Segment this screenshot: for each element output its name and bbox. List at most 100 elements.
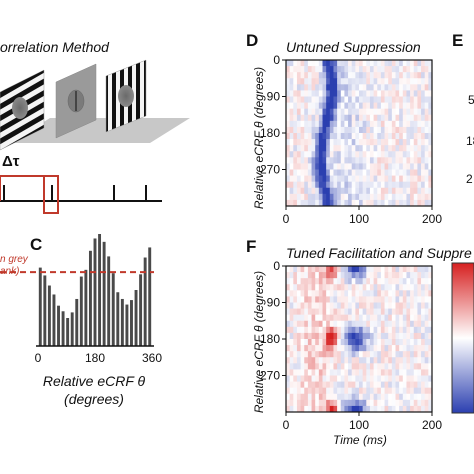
heatmap-cell	[326, 399, 331, 407]
heatmap-cell	[391, 90, 396, 97]
heatmap-cell	[348, 157, 353, 164]
heatmap-cell	[362, 326, 367, 334]
heatmap-cell	[373, 375, 378, 382]
heatmap-cell	[300, 278, 305, 285]
heatmap-cell	[289, 199, 294, 207]
heatmap-cell	[348, 339, 353, 346]
heatmap-cell	[322, 381, 327, 389]
heatmap-cell	[406, 326, 411, 334]
heatmap-cell	[307, 345, 312, 352]
heatmap-cell	[417, 66, 422, 73]
heatmap-cell	[410, 193, 415, 201]
heatmap-cell	[355, 60, 360, 67]
heatmap-cell	[424, 133, 429, 140]
heatmap-cell	[391, 369, 396, 376]
heatmap-cell	[340, 108, 345, 116]
heatmap-cell	[340, 332, 345, 340]
heatmap-cell	[293, 302, 298, 309]
heatmap-cell	[359, 363, 364, 370]
heatmap-cell	[326, 169, 331, 176]
heatmap-cell	[304, 375, 309, 382]
heatmap-cell	[311, 393, 316, 401]
heatmap-cell	[307, 320, 312, 328]
heatmap-cell	[300, 375, 305, 382]
heatmap-cell	[366, 145, 371, 152]
heatmap-cell	[384, 72, 389, 79]
heatmap-cell	[322, 163, 327, 170]
heatmap-cell	[355, 320, 360, 328]
heatmap-cell	[307, 399, 312, 407]
heatmap-cell	[351, 126, 356, 134]
heatmap-cell	[417, 278, 422, 285]
heatmap-cell	[402, 369, 407, 376]
heatmap-cell	[380, 320, 385, 328]
heatmap-cell	[326, 108, 331, 116]
histogram-bar	[47, 285, 51, 346]
heatmap-cell	[286, 351, 291, 358]
heatmap-cell	[380, 399, 385, 407]
heatmap-cell	[380, 308, 385, 316]
heatmap-cell	[384, 139, 389, 146]
heatmap-cell	[410, 120, 415, 128]
heatmap-cell	[413, 90, 418, 97]
heatmap-cell	[315, 278, 320, 285]
heatmap-cell	[359, 60, 364, 67]
heatmap-cell	[307, 332, 312, 340]
heatmap-cell	[399, 193, 404, 201]
heatmap-cell	[428, 102, 433, 110]
heatmap-cell	[355, 157, 360, 164]
heatmap-cell	[417, 339, 422, 346]
heatmap-cell	[395, 157, 400, 164]
heatmap-cell	[391, 84, 396, 91]
heatmap-cell	[289, 102, 294, 110]
heatmap-cell	[373, 399, 378, 407]
heatmap-cell	[369, 266, 374, 273]
heatmap-cell	[344, 339, 349, 346]
heatmap-cell	[362, 314, 367, 322]
heatmap-cell	[344, 314, 349, 322]
heatmap-cell	[362, 399, 367, 407]
heatmap-cell	[289, 284, 294, 291]
heatmap-cell	[344, 102, 349, 110]
heatmap-cell	[413, 133, 418, 140]
heatmap-cell	[355, 78, 360, 85]
heatmap-cell	[410, 163, 415, 170]
heatmap-cell	[311, 363, 316, 370]
heatmap-cell	[289, 114, 294, 122]
heatmap-cell	[369, 181, 374, 189]
heatmap-cell	[293, 308, 298, 316]
heatmap-cell	[304, 169, 309, 176]
heatmap-cell	[311, 114, 316, 122]
heatmap-cell	[410, 272, 415, 279]
heatmap-cell	[391, 320, 396, 328]
heatmap-cell	[384, 126, 389, 134]
heatmap-cell	[391, 266, 396, 273]
heatmap-cell	[362, 320, 367, 328]
heatmap-cell	[340, 387, 345, 395]
heatmap-cell	[388, 187, 393, 195]
heatmap-cell	[355, 357, 360, 364]
heatmap-cell	[402, 284, 407, 291]
heatmap-cell	[326, 151, 331, 158]
heatmap-cell	[304, 278, 309, 285]
heatmap-cell	[362, 290, 367, 297]
heatmap-cell	[366, 96, 371, 103]
correlation-bin	[43, 175, 59, 214]
heatmap-cell	[329, 399, 334, 407]
heatmap-cell	[428, 345, 433, 352]
heatmap-cell	[355, 108, 360, 116]
heatmap-cell	[315, 302, 320, 309]
heatmap-cell	[377, 108, 382, 116]
heatmap-cell	[417, 284, 422, 291]
heatmap-cell	[329, 381, 334, 389]
heatmap-cell	[388, 90, 393, 97]
heatmap-cell	[366, 175, 371, 183]
heatmap-cell	[355, 308, 360, 316]
heatmap-cell	[421, 314, 426, 322]
heatmap-cell	[399, 284, 404, 291]
heatmap-cell	[402, 139, 407, 146]
heatmap-cell	[333, 66, 338, 73]
heatmap-cell	[348, 139, 353, 146]
heatmap-cell	[395, 145, 400, 152]
heatmap-cell	[351, 363, 356, 370]
